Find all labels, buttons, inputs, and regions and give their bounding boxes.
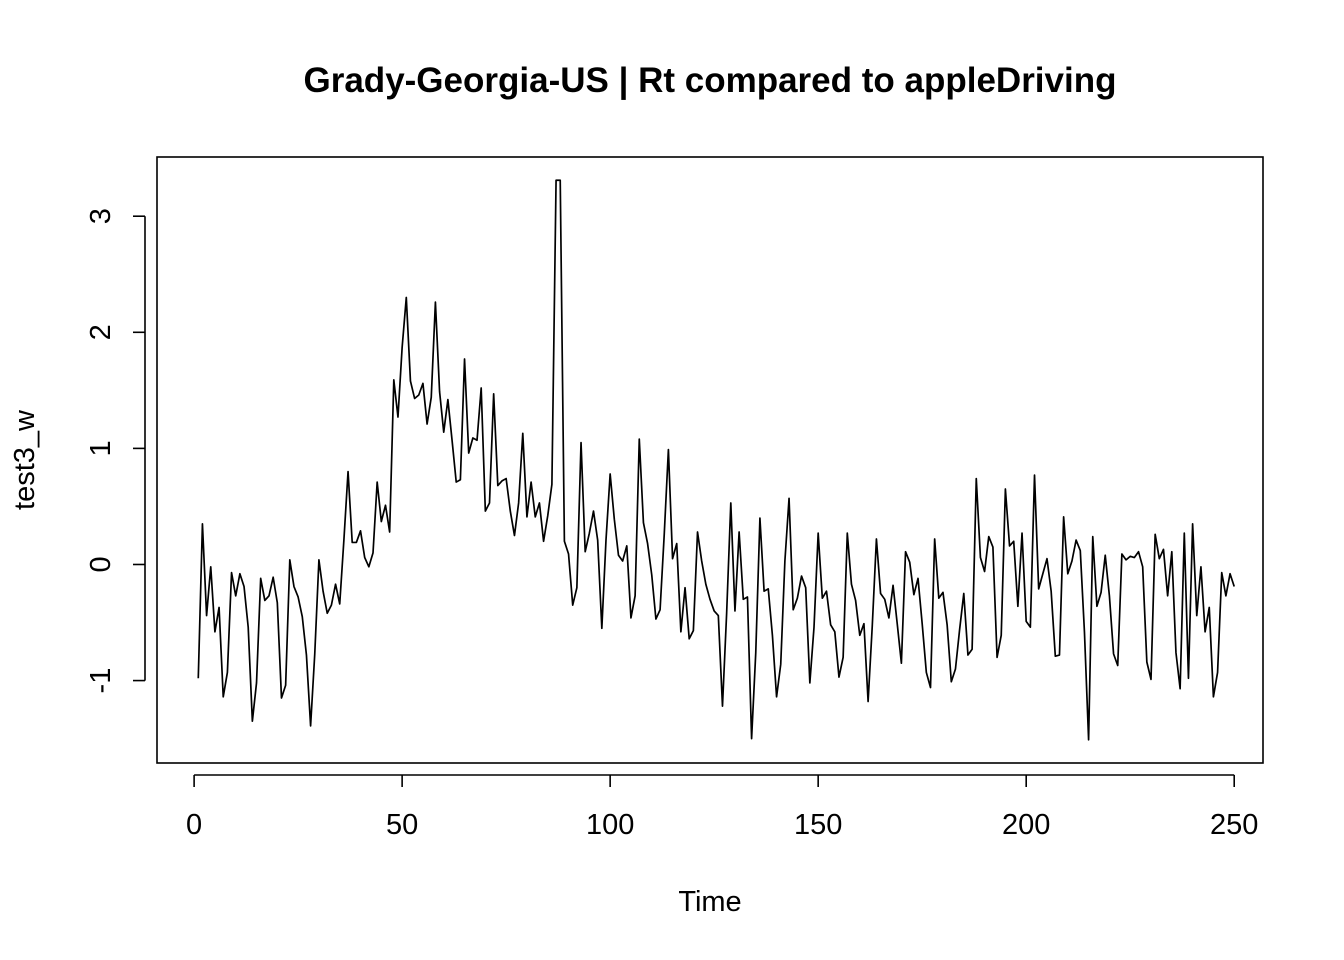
x-tick-label: 250 [1210,809,1258,841]
x-tick-label: 100 [586,809,634,841]
y-tick-label: 3 [85,208,117,224]
y-tick-label: 0 [85,556,117,572]
x-axis: 0 50 100 150 200 250 [186,774,1258,841]
y-tick-label: 2 [85,324,117,340]
x-tick-label: 50 [386,809,418,841]
x-tick-label: 150 [794,809,842,841]
y-tick-label: 1 [85,440,117,456]
y-axis: -1 0 1 2 3 [85,208,146,694]
x-tick-label: 0 [186,809,202,841]
plot-frame [156,156,1264,764]
y-axis-label: test3_w [9,409,41,510]
x-tick-label: 200 [1002,809,1050,841]
series-line [197,179,1236,741]
y-tick-label: -1 [85,668,117,694]
chart-title: Grady-Georgia-US | Rt compared to appleD… [304,61,1117,100]
x-axis-label: Time [678,886,741,918]
